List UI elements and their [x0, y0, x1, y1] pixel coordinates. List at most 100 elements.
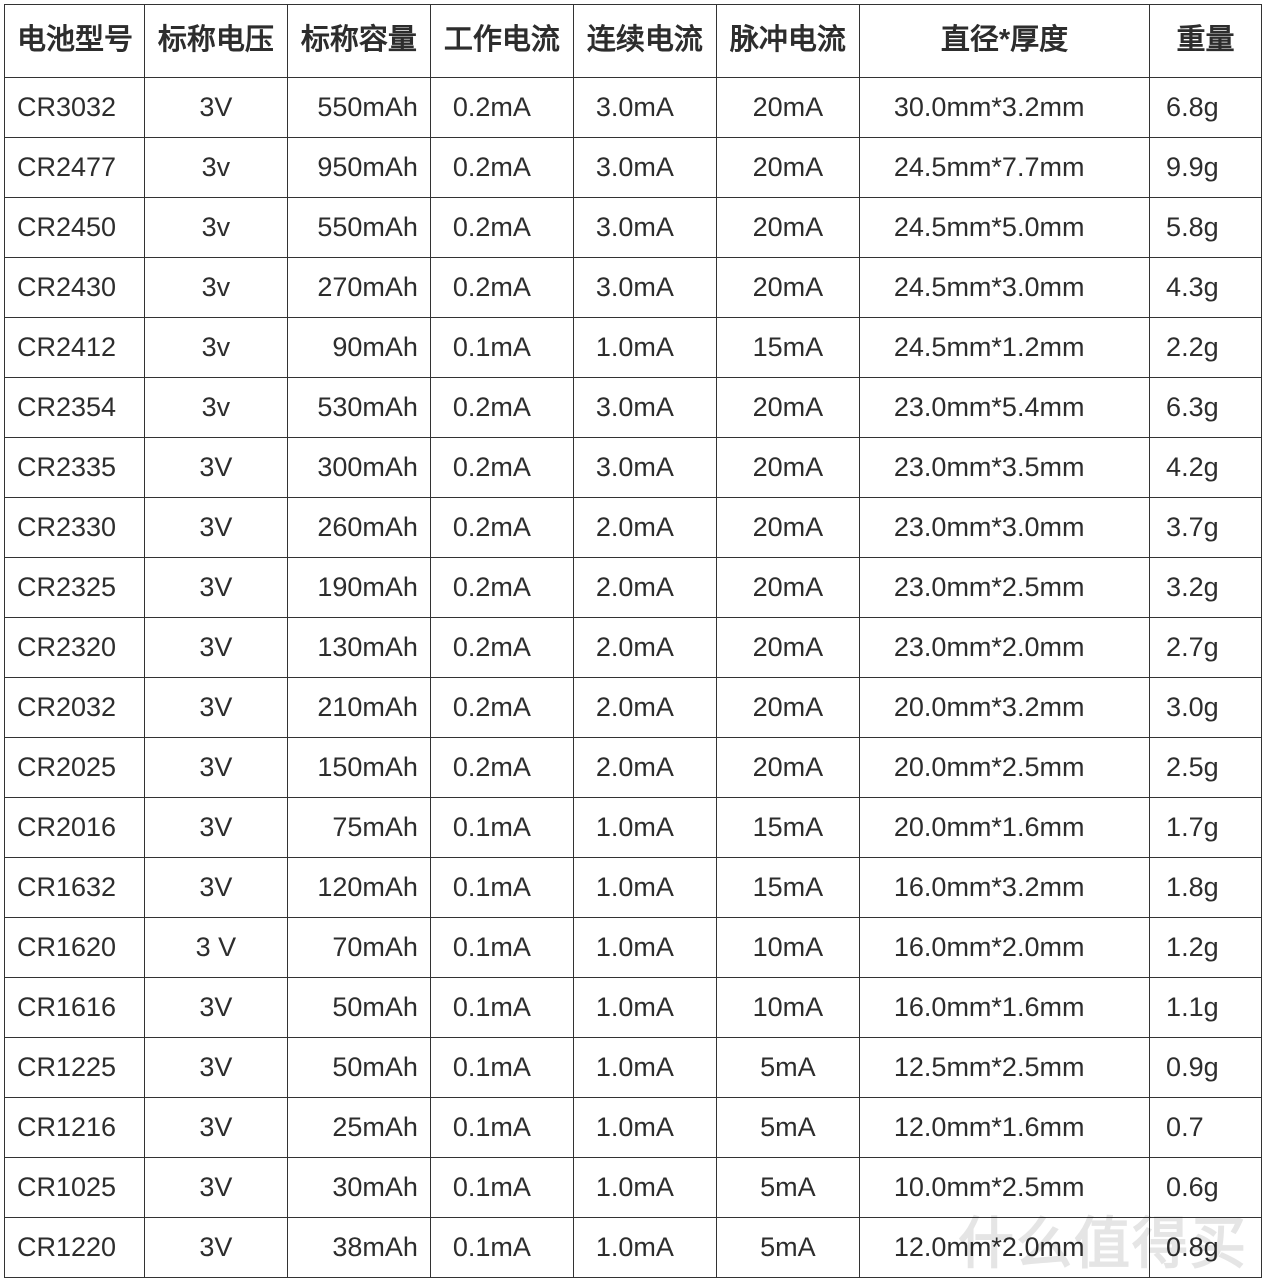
cell-pulse_current: 5mA — [716, 1038, 859, 1098]
table-row: CR12253V50mAh0.1mA1.0mA5mA12.5mm*2.5mm0.… — [5, 1038, 1262, 1098]
cell-model: CR2320 — [5, 618, 145, 678]
table-row: CR24773v950mAh0.2mA3.0mA20mA24.5mm*7.7mm… — [5, 138, 1262, 198]
cell-weight: 0.6g — [1150, 1158, 1262, 1218]
cell-weight: 1.2g — [1150, 918, 1262, 978]
cell-capacity: 150mAh — [287, 738, 430, 798]
cell-voltage: 3V — [144, 438, 287, 498]
cell-weight: 0.8g — [1150, 1218, 1262, 1278]
cell-continuous_current: 2.0mA — [573, 498, 716, 558]
cell-dimensions: 12.5mm*2.5mm — [859, 1038, 1149, 1098]
cell-pulse_current: 20mA — [716, 498, 859, 558]
cell-voltage: 3 V — [144, 918, 287, 978]
cell-continuous_current: 3.0mA — [573, 258, 716, 318]
cell-continuous_current: 1.0mA — [573, 318, 716, 378]
cell-capacity: 130mAh — [287, 618, 430, 678]
table-row: CR23203V130mAh0.2mA2.0mA20mA23.0mm*2.0mm… — [5, 618, 1262, 678]
col-header-voltage: 标称电压 — [144, 5, 287, 78]
cell-weight: 0.9g — [1150, 1038, 1262, 1098]
cell-pulse_current: 20mA — [716, 618, 859, 678]
table-row: CR23253V190mAh0.2mA2.0mA20mA23.0mm*2.5mm… — [5, 558, 1262, 618]
table-row: CR23353V300mAh0.2mA3.0mA20mA23.0mm*3.5mm… — [5, 438, 1262, 498]
cell-model: CR2032 — [5, 678, 145, 738]
table-row: CR24123v90mAh0.1mA1.0mA15mA24.5mm*1.2mm2… — [5, 318, 1262, 378]
cell-capacity: 30mAh — [287, 1158, 430, 1218]
table-row: CR16323V120mAh0.1mA1.0mA15mA16.0mm*3.2mm… — [5, 858, 1262, 918]
cell-pulse_current: 20mA — [716, 258, 859, 318]
cell-working_current: 0.1mA — [430, 1098, 573, 1158]
cell-voltage: 3v — [144, 138, 287, 198]
cell-voltage: 3V — [144, 1218, 287, 1278]
cell-voltage: 3V — [144, 558, 287, 618]
cell-continuous_current: 1.0mA — [573, 1038, 716, 1098]
cell-working_current: 0.2mA — [430, 618, 573, 678]
cell-pulse_current: 15mA — [716, 318, 859, 378]
cell-working_current: 0.2mA — [430, 378, 573, 438]
cell-capacity: 270mAh — [287, 258, 430, 318]
cell-dimensions: 20.0mm*2.5mm — [859, 738, 1149, 798]
cell-voltage: 3V — [144, 1158, 287, 1218]
cell-weight: 1.7g — [1150, 798, 1262, 858]
cell-pulse_current: 20mA — [716, 678, 859, 738]
cell-dimensions: 24.5mm*5.0mm — [859, 198, 1149, 258]
cell-capacity: 190mAh — [287, 558, 430, 618]
table-row: CR24503v550mAh0.2mA3.0mA20mA24.5mm*5.0mm… — [5, 198, 1262, 258]
cell-voltage: 3v — [144, 258, 287, 318]
cell-weight: 1.8g — [1150, 858, 1262, 918]
cell-dimensions: 24.5mm*3.0mm — [859, 258, 1149, 318]
cell-model: CR1616 — [5, 978, 145, 1038]
cell-continuous_current: 1.0mA — [573, 1098, 716, 1158]
table-row: CR20253V150mAh0.2mA2.0mA20mA20.0mm*2.5mm… — [5, 738, 1262, 798]
cell-dimensions: 20.0mm*3.2mm — [859, 678, 1149, 738]
cell-weight: 4.2g — [1150, 438, 1262, 498]
cell-model: CR2450 — [5, 198, 145, 258]
cell-dimensions: 23.0mm*5.4mm — [859, 378, 1149, 438]
cell-model: CR2354 — [5, 378, 145, 438]
cell-continuous_current: 3.0mA — [573, 138, 716, 198]
cell-continuous_current: 2.0mA — [573, 678, 716, 738]
cell-model: CR1632 — [5, 858, 145, 918]
table-header-row: 电池型号 标称电压 标称容量 工作电流 连续电流 脉冲电流 直径*厚度 重量 — [5, 5, 1262, 78]
cell-capacity: 50mAh — [287, 978, 430, 1038]
col-header-continuous-current: 连续电流 — [573, 5, 716, 78]
cell-continuous_current: 1.0mA — [573, 798, 716, 858]
col-header-capacity: 标称容量 — [287, 5, 430, 78]
table-row: CR20323V210mAh0.2mA2.0mA20mA20.0mm*3.2mm… — [5, 678, 1262, 738]
cell-working_current: 0.2mA — [430, 498, 573, 558]
cell-voltage: 3V — [144, 1098, 287, 1158]
cell-pulse_current: 20mA — [716, 138, 859, 198]
cell-dimensions: 24.5mm*1.2mm — [859, 318, 1149, 378]
cell-capacity: 950mAh — [287, 138, 430, 198]
cell-weight: 3.2g — [1150, 558, 1262, 618]
cell-model: CR2025 — [5, 738, 145, 798]
cell-capacity: 550mAh — [287, 78, 430, 138]
cell-weight: 2.2g — [1150, 318, 1262, 378]
cell-capacity: 38mAh — [287, 1218, 430, 1278]
cell-voltage: 3v — [144, 318, 287, 378]
cell-weight: 4.3g — [1150, 258, 1262, 318]
cell-dimensions: 16.0mm*2.0mm — [859, 918, 1149, 978]
cell-pulse_current: 5mA — [716, 1158, 859, 1218]
cell-weight: 2.7g — [1150, 618, 1262, 678]
cell-voltage: 3V — [144, 678, 287, 738]
cell-weight: 0.7 — [1150, 1098, 1262, 1158]
cell-working_current: 0.1mA — [430, 318, 573, 378]
cell-dimensions: 23.0mm*2.0mm — [859, 618, 1149, 678]
cell-capacity: 210mAh — [287, 678, 430, 738]
cell-pulse_current: 20mA — [716, 78, 859, 138]
cell-voltage: 3V — [144, 1038, 287, 1098]
cell-capacity: 90mAh — [287, 318, 430, 378]
cell-model: CR2325 — [5, 558, 145, 618]
cell-dimensions: 23.0mm*2.5mm — [859, 558, 1149, 618]
cell-capacity: 75mAh — [287, 798, 430, 858]
cell-working_current: 0.1mA — [430, 798, 573, 858]
cell-voltage: 3v — [144, 198, 287, 258]
cell-weight: 1.1g — [1150, 978, 1262, 1038]
cell-model: CR3032 — [5, 78, 145, 138]
cell-continuous_current: 3.0mA — [573, 78, 716, 138]
cell-voltage: 3V — [144, 498, 287, 558]
cell-dimensions: 12.0mm*1.6mm — [859, 1098, 1149, 1158]
cell-working_current: 0.2mA — [430, 78, 573, 138]
cell-weight: 2.5g — [1150, 738, 1262, 798]
battery-spec-table: 电池型号 标称电压 标称容量 工作电流 连续电流 脉冲电流 直径*厚度 重量 C… — [4, 4, 1262, 1278]
cell-dimensions: 16.0mm*1.6mm — [859, 978, 1149, 1038]
